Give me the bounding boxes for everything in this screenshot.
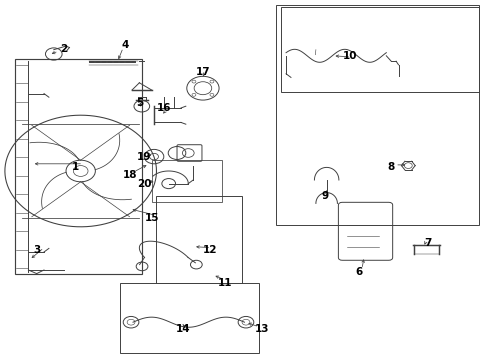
Text: 7: 7 bbox=[423, 238, 431, 248]
Text: 1: 1 bbox=[72, 162, 79, 172]
Text: 6: 6 bbox=[355, 267, 362, 277]
Text: 18: 18 bbox=[122, 170, 137, 180]
Bar bbox=[151, 160, 222, 202]
Text: 19: 19 bbox=[137, 152, 151, 162]
Text: 14: 14 bbox=[176, 324, 190, 334]
Text: 4: 4 bbox=[121, 40, 128, 50]
Text: 5: 5 bbox=[136, 98, 142, 108]
Bar bbox=[120, 283, 259, 353]
Text: 3: 3 bbox=[33, 245, 40, 255]
Bar bbox=[156, 196, 242, 283]
Bar bbox=[276, 5, 478, 225]
Text: 10: 10 bbox=[342, 51, 356, 61]
Text: 9: 9 bbox=[321, 191, 328, 201]
Text: 11: 11 bbox=[217, 278, 232, 288]
Text: 16: 16 bbox=[156, 103, 171, 113]
Text: 8: 8 bbox=[387, 162, 394, 172]
Text: 12: 12 bbox=[203, 245, 217, 255]
Text: 2: 2 bbox=[60, 44, 67, 54]
Text: 20: 20 bbox=[137, 179, 151, 189]
Text: 17: 17 bbox=[195, 67, 210, 77]
Text: 15: 15 bbox=[144, 213, 159, 223]
Text: 13: 13 bbox=[254, 324, 268, 334]
Bar bbox=[281, 7, 478, 92]
